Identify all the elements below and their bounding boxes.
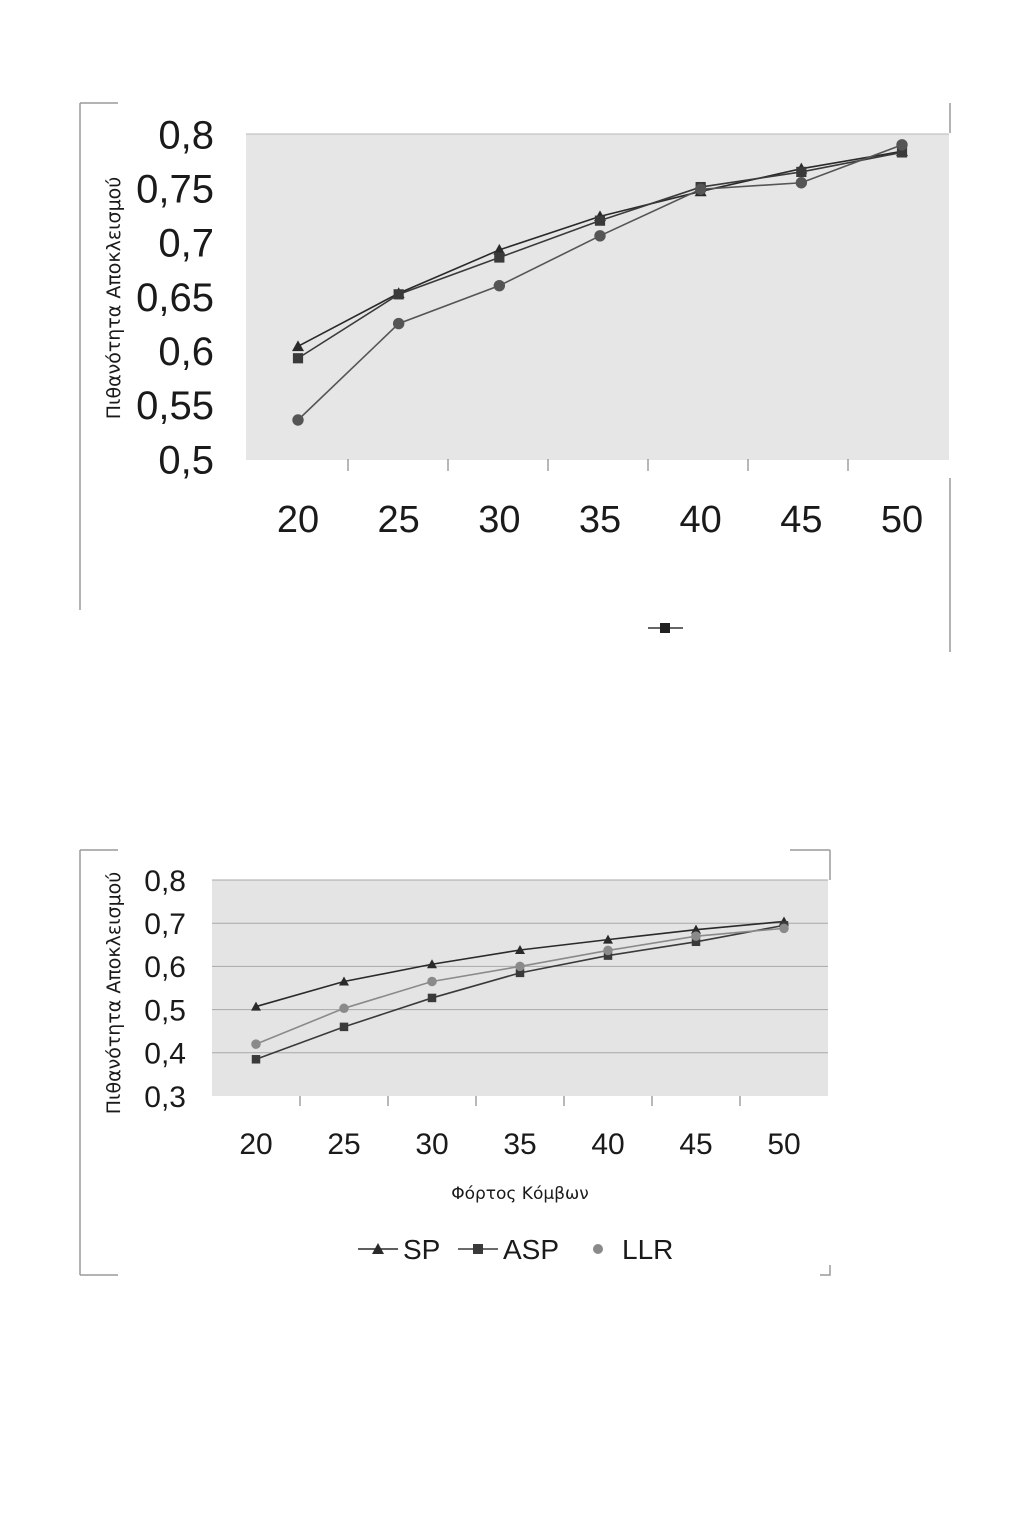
- data-point-llr: [779, 923, 789, 934]
- data-point-asp: [251, 1055, 261, 1064]
- x-tick-label: 35: [503, 1128, 536, 1161]
- x-tick-label: 45: [679, 1128, 712, 1161]
- chart-2-series: [251, 916, 789, 1064]
- chart-1-y-tick-labels: 0,5 0,55 0,6 0,65 0,7 0,75 0,8: [136, 113, 214, 482]
- data-point-llr: [392, 317, 405, 330]
- chart-2-x-axis-label: Φόρτος Κόμβων: [451, 1184, 589, 1204]
- y-tick-label: 0,5: [144, 994, 186, 1027]
- data-point-asp: [427, 993, 437, 1003]
- data-point-asp: [393, 289, 404, 300]
- chart-1-x-tick-labels: 20 25 30 35 40 45 50: [277, 499, 923, 541]
- x-tick-label: 30: [415, 1128, 448, 1161]
- y-tick-label: 0,7: [144, 908, 186, 941]
- legend-llr-marker: [593, 1244, 603, 1254]
- y-tick-label: 0,7: [158, 222, 214, 266]
- chart-2-frame: [79, 849, 831, 1276]
- legend-llr-label: LLR: [622, 1234, 673, 1265]
- chart-1-legend-asp-marker: [660, 623, 670, 633]
- legend-sp-marker: [372, 1243, 384, 1254]
- x-tick-label: 30: [478, 499, 520, 541]
- data-point-asp: [896, 147, 908, 158]
- chart-2-plot-area: [212, 880, 828, 1096]
- data-point-llr: [896, 139, 908, 151]
- data-point-llr: [603, 945, 613, 956]
- x-tick-label: 40: [680, 499, 722, 541]
- y-tick-label: 0,55: [136, 384, 214, 428]
- x-tick-label: 25: [327, 1128, 360, 1161]
- x-tick-label: 20: [277, 499, 319, 541]
- data-point-sp: [251, 1001, 261, 1011]
- x-tick-label: 25: [378, 499, 420, 541]
- chart-1-y-axis-label: Πιθανότητα Αποκλεισμού: [103, 177, 125, 420]
- chart-1-frame: [79, 102, 951, 652]
- data-point-sp: [427, 959, 437, 969]
- x-tick-label: 40: [591, 1128, 624, 1161]
- data-point-llr: [515, 961, 525, 972]
- data-point-asp: [691, 937, 701, 947]
- y-tick-label: 0,8: [144, 865, 186, 898]
- x-tick-label: 50: [881, 499, 923, 541]
- chart-2-legend: SP ASP LLR: [358, 1234, 673, 1265]
- y-tick-label: 0,75: [136, 168, 214, 212]
- x-tick-label: 45: [780, 499, 822, 541]
- legend-asp-label: ASP: [503, 1234, 559, 1265]
- x-tick-label: 50: [767, 1128, 800, 1161]
- chart-1-legend: [648, 623, 683, 633]
- data-point-llr: [691, 931, 701, 941]
- chart-2-x-tick-labels: 20 25 30 35 40 45 50: [239, 1128, 800, 1161]
- data-point-llr: [493, 279, 506, 292]
- data-point-asp: [339, 1022, 349, 1032]
- data-point-llr: [694, 183, 707, 195]
- chart-2-x-tick-marks: [299, 1096, 741, 1106]
- y-tick-label: 0,4: [144, 1038, 186, 1071]
- chart-1-plot-area: [246, 134, 949, 460]
- data-point-asp: [594, 215, 606, 226]
- data-point-sp: [691, 924, 701, 934]
- data-point-asp: [515, 968, 525, 978]
- data-point-llr: [594, 230, 606, 242]
- y-tick-label: 0,3: [144, 1081, 186, 1114]
- data-point-sp: [292, 340, 304, 352]
- y-tick-label: 0,8: [158, 113, 214, 157]
- data-point-sp: [339, 976, 349, 986]
- y-tick-label: 0,65: [136, 276, 214, 320]
- data-point-llr: [795, 177, 808, 189]
- data-point-llr: [339, 1003, 349, 1014]
- chart-2-y-axis-label: Πιθανότητα Αποκλεισμού: [103, 872, 125, 1115]
- data-point-asp: [292, 353, 304, 364]
- y-tick-label: 0,6: [158, 330, 214, 374]
- chart-2-y-tick-labels: 0,3 0,4 0,5 0,6 0,7 0,8: [144, 865, 186, 1114]
- data-point-llr: [292, 414, 304, 426]
- data-point-llr: [251, 1039, 261, 1049]
- data-point-asp: [603, 951, 613, 960]
- y-tick-label: 0,6: [144, 951, 186, 984]
- chart-1: Πιθανότητα Αποκλεισμού 0,5 0,55 0,6 0,65 0,7…: [79, 102, 951, 652]
- data-point-llr: [427, 976, 437, 987]
- x-tick-label: 20: [239, 1128, 272, 1161]
- data-point-asp: [796, 166, 807, 178]
- x-tick-label: 35: [579, 499, 621, 541]
- data-point-sp: [515, 944, 525, 954]
- chart-1-x-tick-marks: [347, 459, 849, 471]
- data-point-asp: [494, 252, 505, 263]
- data-point-sp: [603, 934, 613, 944]
- y-tick-label: 0,5: [158, 438, 214, 482]
- chart-2: Πιθανότητα Αποκλεισμού 0,30,40,50,60,70,…: [79, 849, 831, 1276]
- chart-1-series: [292, 139, 908, 426]
- data-point-sp: [493, 243, 506, 255]
- legend-asp-marker: [473, 1244, 483, 1254]
- legend-sp-label: SP: [403, 1234, 440, 1265]
